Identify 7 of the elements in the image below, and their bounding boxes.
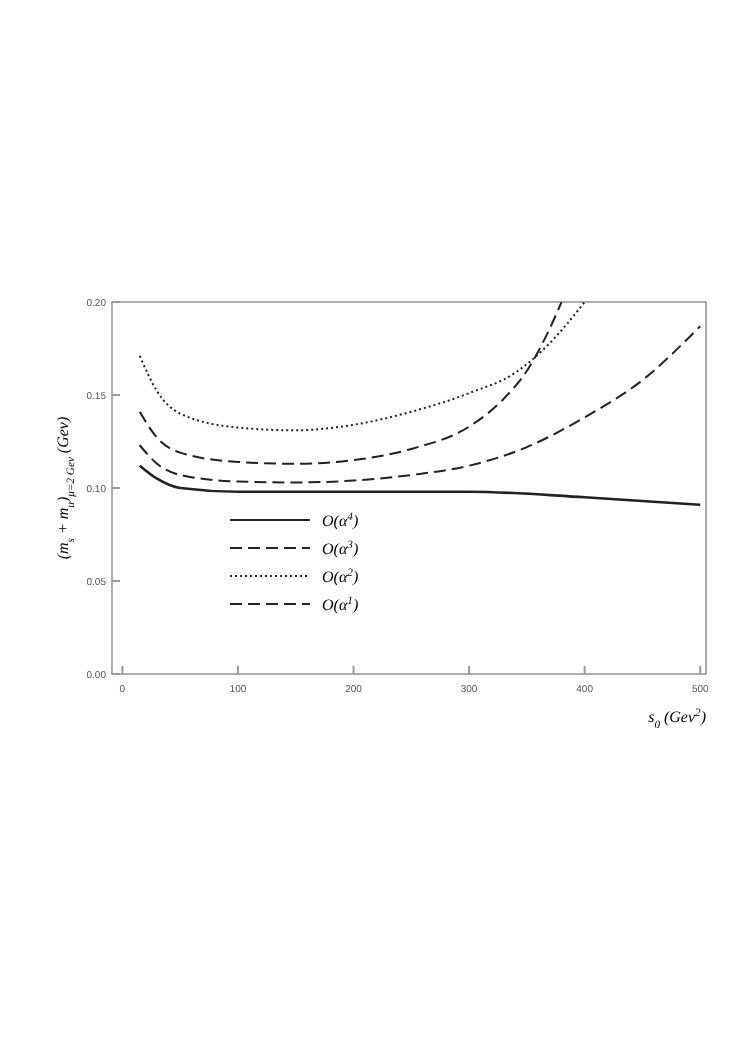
legend-label: O(α$^{3}$) [322, 540, 359, 558]
line-series [138, 464, 702, 507]
legend-label: O(α$^{4}$) [322, 512, 359, 530]
line-series [138, 325, 702, 484]
legend-label: O(α$^{1}$) [322, 596, 359, 614]
legend-label: O(α$^{2}$) [322, 568, 359, 586]
x-axis-title: s$_{0}$ (Gev$^{2}$) [648, 708, 707, 732]
